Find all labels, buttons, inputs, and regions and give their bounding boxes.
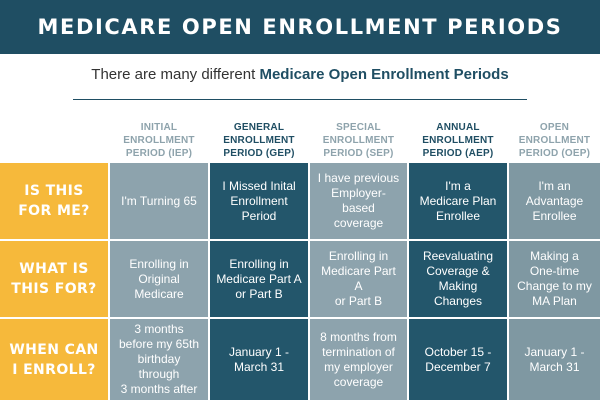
subtitle-prefix: There are many different: [91, 66, 260, 83]
column-header-oep: OPEN ENROLLMENT PERIOD (OEP): [518, 121, 591, 159]
table-cell: January 1 - March 31: [509, 319, 600, 400]
table-cell: I'm an Advantage Enrollee: [509, 163, 600, 239]
table-cell: Reevaluating Coverage & Making Changes: [409, 241, 507, 317]
column-header-gep: GENERAL ENROLLMENT PERIOD (GEP): [223, 121, 295, 159]
column-header-aep: ANNUAL ENROLLMENT PERIOD (AEP): [422, 121, 494, 159]
table-cell: 3 months before my 65th birthday through 3 …: [110, 319, 208, 400]
column-header-sep: SPECIAL ENROLLMENT PERIOD (SEP): [322, 121, 395, 159]
table-cell: I'm a Medicare Plan Enrollee: [409, 163, 507, 239]
table-cell: I have previous Employer-based coverage: [310, 163, 407, 239]
table-cell: I'm Turning 65: [110, 163, 208, 239]
row-header-when-can-i-enroll: WHEN CAN I ENROLL?: [0, 319, 108, 400]
column-header-iep: INITIAL ENROLLMENT PERIOD (IEP): [123, 121, 195, 159]
table-cell: 8 months from termination of my employer co…: [310, 319, 407, 400]
page-title: MEDICARE OPEN ENROLLMENT PERIODS: [0, 0, 600, 54]
table-cell: January 1 - March 31: [210, 319, 308, 400]
table-cell: October 15 - December 7: [409, 319, 507, 400]
table-cell: Enrolling in Original Medicare: [110, 241, 208, 317]
row-header-what-is-this-for: WHAT IS THIS FOR?: [0, 241, 108, 317]
divider: [73, 99, 527, 100]
subtitle: There are many different Medicare Open E…: [0, 66, 600, 83]
row-header-is-this-for-me: IS THIS FOR ME?: [0, 163, 108, 239]
table-cell: I Missed Inital Enrollment Period: [210, 163, 308, 239]
table-cell: Making a One-time Change to my MA Plan: [509, 241, 600, 317]
subtitle-emphasis: Medicare Open Enrollment Periods: [259, 66, 509, 83]
